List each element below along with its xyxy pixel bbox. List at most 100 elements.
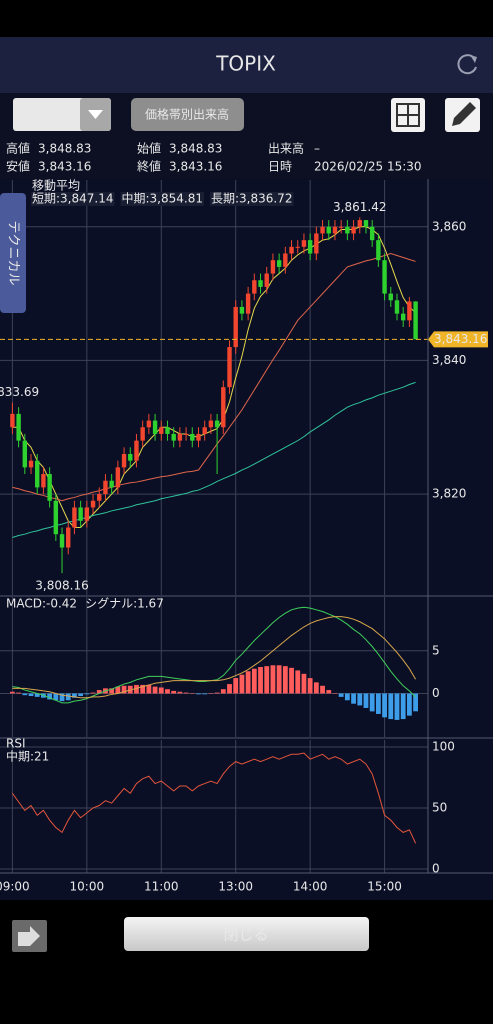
legend-entry: シグナル:1.67 — [85, 597, 164, 611]
candle-body — [314, 233, 319, 254]
histogram-bar — [152, 686, 158, 694]
histogram-bar — [28, 693, 34, 697]
candle-body — [183, 433, 189, 435]
histogram-bar — [183, 692, 189, 694]
candle-body — [97, 494, 102, 501]
info-label: 始値 — [137, 141, 161, 156]
info-label: 終値 — [137, 159, 161, 174]
info-value: 3,843.16 — [38, 160, 91, 174]
candle-body — [245, 293, 251, 314]
histogram-bar — [16, 692, 22, 694]
histogram-bar — [400, 693, 406, 720]
legend-entry: MACD:-0.42 — [6, 597, 77, 611]
info-label: 高値 — [6, 141, 30, 156]
layout-icon[interactable] — [391, 98, 425, 132]
indicator-title: RSI — [6, 737, 26, 751]
legend-entry: 短期:3,847.14 — [32, 192, 113, 206]
candle-body — [109, 480, 114, 488]
candle-body — [41, 474, 46, 488]
candle-body — [357, 220, 362, 227]
candle-body — [165, 427, 170, 434]
histogram-bar — [344, 693, 350, 701]
draw-icon[interactable] — [445, 98, 480, 132]
indicator-line — [12, 752, 417, 844]
histogram-bar — [313, 682, 319, 694]
close-button[interactable] — [124, 917, 369, 951]
candle-body — [16, 413, 21, 441]
histogram-bar — [78, 693, 84, 697]
info-value: 2026/02/25 15:30 — [314, 160, 422, 174]
info-label: 安値 — [6, 159, 30, 174]
candle-body — [134, 440, 139, 461]
histogram-bar — [264, 666, 270, 694]
histogram-bar — [121, 685, 127, 694]
histogram-bar — [189, 693, 195, 694]
extreme-label: 3,833.69 — [0, 385, 39, 399]
indicator-line — [12, 616, 417, 699]
candle-body — [190, 433, 195, 441]
y-tick-label: 3,860 — [432, 219, 466, 233]
histogram-bar — [34, 693, 40, 697]
histogram-bar — [351, 693, 356, 704]
histogram-bar — [202, 693, 208, 695]
last-price-label: 3,843.16 — [434, 332, 487, 346]
histogram-bar — [245, 671, 251, 694]
histogram-bar — [22, 693, 28, 696]
candle-body — [376, 240, 381, 261]
info-value: – — [314, 142, 320, 156]
candle-body — [177, 433, 183, 441]
histogram-bar — [307, 678, 313, 694]
candle-body — [283, 253, 288, 267]
histogram-bar — [289, 667, 294, 694]
refresh-icon[interactable] — [457, 54, 477, 75]
histogram-bar — [363, 693, 369, 708]
histogram-bar — [251, 668, 257, 694]
histogram-bar — [84, 693, 90, 695]
candle-body — [128, 453, 133, 461]
technical-tab[interactable] — [0, 193, 26, 313]
info-value: 3,848.83 — [169, 142, 222, 156]
info-label: 出来高 — [268, 142, 304, 156]
histogram-bar — [394, 693, 400, 720]
header-title: TOPIX — [215, 52, 276, 76]
chart-background — [0, 179, 493, 900]
last-price-tag — [428, 331, 488, 348]
info-value: 3,848.83 — [38, 142, 91, 156]
y-tick-label: 50 — [432, 800, 447, 814]
legend-background — [31, 192, 115, 206]
candle-body — [22, 440, 28, 468]
histogram-bar — [276, 665, 282, 694]
histogram-bar — [357, 693, 363, 706]
histogram-bar — [109, 688, 115, 694]
candle-body — [394, 300, 400, 314]
histogram-bar — [96, 690, 102, 694]
header-bar — [0, 37, 493, 93]
y-tick-label: 100 — [432, 739, 455, 753]
x-tick-label: 14:00 — [293, 880, 328, 894]
volume-profile-button[interactable] — [131, 98, 244, 131]
candle-body — [239, 306, 245, 314]
histogram-bar — [90, 692, 96, 694]
histogram-bar — [53, 693, 59, 701]
candle-body — [208, 420, 214, 428]
info-value: 3,843.16 — [169, 160, 222, 174]
candle-body — [90, 500, 96, 508]
histogram-bar — [295, 670, 301, 694]
back-icon[interactable] — [12, 920, 47, 952]
candle-body — [103, 480, 108, 495]
legend-background — [209, 192, 294, 206]
period-select[interactable] — [13, 98, 111, 131]
histogram-bar — [59, 693, 65, 702]
histogram-bar — [65, 693, 71, 701]
candle-body — [84, 507, 90, 521]
candle-body — [407, 301, 412, 321]
y-tick-label: 0 — [432, 686, 440, 700]
x-tick-label: 15:00 — [367, 880, 402, 894]
candle-body — [264, 273, 269, 287]
candle-body — [307, 240, 313, 254]
histogram-bar — [326, 690, 332, 694]
x-tick-label: 09:00 — [0, 880, 30, 894]
candle-body — [28, 460, 34, 468]
legend-entry: 中期:21 — [6, 749, 49, 764]
